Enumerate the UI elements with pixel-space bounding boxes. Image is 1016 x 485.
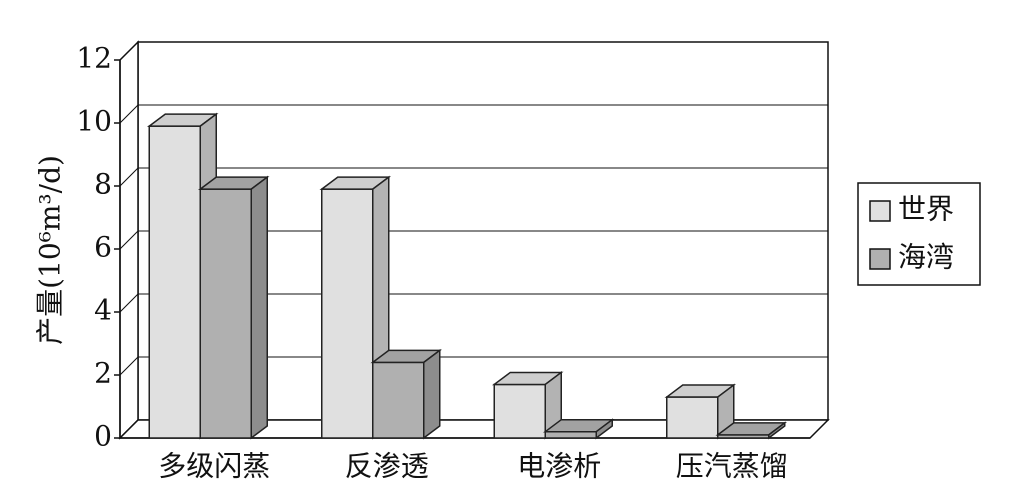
grid-line — [119, 230, 139, 250]
grid-line — [119, 356, 139, 376]
bar — [666, 396, 719, 439]
bar-side — [768, 421, 786, 440]
x-tick-label: 电渗析 — [517, 450, 601, 483]
grid-line — [119, 293, 139, 313]
x-tick-label: 多级闪蒸 — [158, 450, 270, 483]
y-tick-label: 8 — [94, 168, 112, 201]
legend-swatch — [869, 248, 891, 270]
x-tick-label: 压汽蒸馏 — [676, 450, 788, 483]
grid-line — [119, 419, 139, 439]
bar — [321, 188, 374, 439]
y-tick-label: 0 — [94, 420, 112, 453]
bar-side — [423, 348, 441, 440]
legend-label: 世界 — [898, 193, 954, 226]
bar-side — [595, 418, 613, 440]
y-tick-label: 10 — [76, 105, 112, 138]
y-axis-label: 产量(10⁶m³/d) — [34, 155, 67, 345]
bar — [199, 188, 252, 439]
bar — [148, 125, 201, 439]
grid-line — [119, 167, 139, 187]
bar — [493, 383, 546, 439]
x-tick-label: 反渗透 — [345, 450, 429, 483]
y-tick-label: 4 — [94, 294, 112, 327]
bar — [544, 430, 597, 439]
y-tick-label: 2 — [94, 357, 112, 390]
bar-side — [250, 175, 268, 440]
bar — [372, 361, 425, 439]
grid-line — [119, 104, 139, 124]
legend-label: 海湾 — [898, 241, 954, 274]
y-tick-label: 12 — [76, 42, 112, 75]
grid-line — [119, 41, 139, 61]
y-tick-label: 6 — [94, 231, 112, 264]
legend-swatch — [869, 200, 891, 222]
